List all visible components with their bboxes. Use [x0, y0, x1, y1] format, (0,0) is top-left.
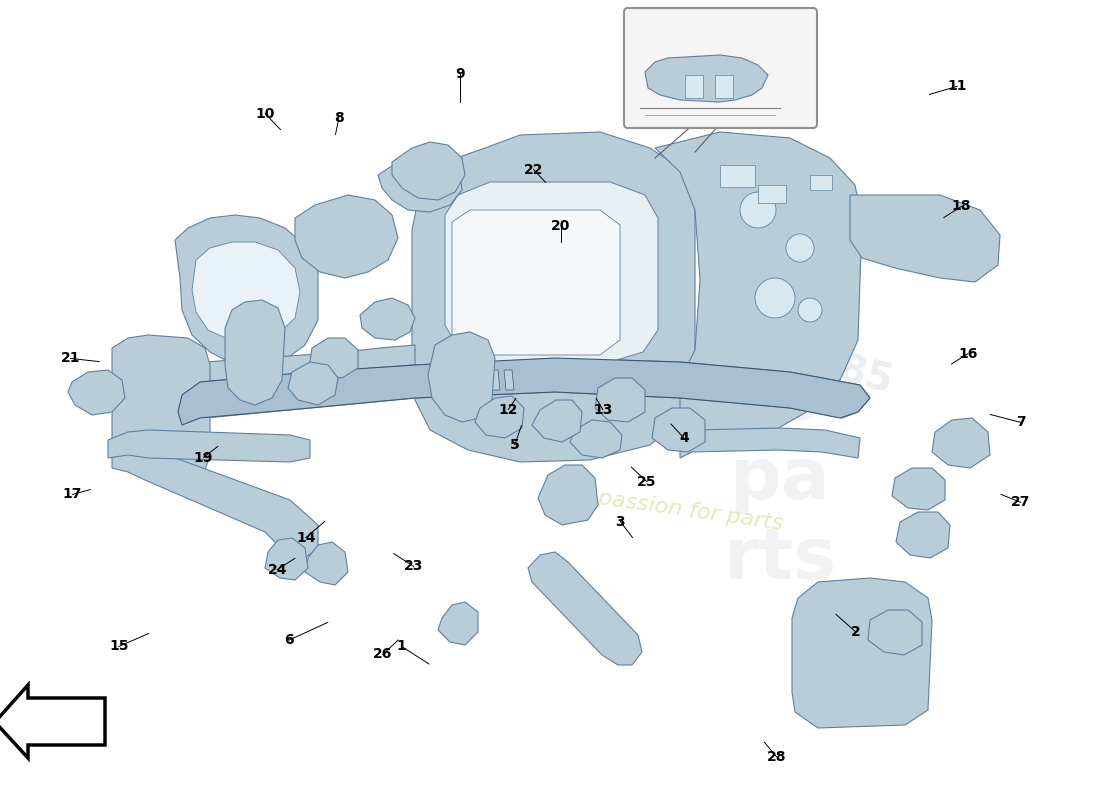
Text: 18: 18 [952, 199, 971, 214]
Polygon shape [810, 175, 832, 190]
Circle shape [798, 298, 822, 322]
Polygon shape [295, 195, 398, 278]
Polygon shape [892, 468, 945, 510]
Text: 14: 14 [296, 530, 316, 545]
Polygon shape [428, 332, 495, 422]
Polygon shape [685, 75, 703, 98]
Polygon shape [475, 396, 524, 438]
Text: 16: 16 [958, 346, 978, 361]
Polygon shape [715, 75, 733, 98]
Polygon shape [112, 335, 210, 478]
Text: 19: 19 [194, 450, 213, 465]
Polygon shape [112, 448, 318, 558]
Polygon shape [758, 185, 786, 203]
Polygon shape [438, 602, 478, 645]
Text: 25: 25 [637, 474, 657, 489]
Polygon shape [175, 215, 318, 368]
Polygon shape [192, 242, 300, 342]
Polygon shape [595, 378, 645, 422]
Polygon shape [178, 358, 870, 425]
Polygon shape [490, 370, 500, 390]
Text: eu
ro
pa
rts: eu ro pa rts [724, 286, 837, 594]
Polygon shape [265, 538, 308, 580]
Polygon shape [792, 578, 932, 728]
Polygon shape [68, 370, 125, 415]
Polygon shape [476, 370, 486, 390]
Polygon shape [680, 428, 860, 458]
Text: 28: 28 [767, 750, 786, 764]
Text: 12: 12 [498, 402, 518, 417]
Text: 9: 9 [455, 66, 464, 81]
Polygon shape [570, 420, 622, 458]
Polygon shape [0, 685, 104, 758]
Text: 5: 5 [510, 438, 519, 452]
Polygon shape [720, 165, 755, 187]
Circle shape [755, 278, 795, 318]
Text: 10: 10 [255, 106, 275, 121]
Polygon shape [378, 155, 462, 212]
Polygon shape [528, 552, 642, 665]
Text: 22: 22 [524, 162, 543, 177]
Polygon shape [896, 512, 950, 558]
Polygon shape [392, 142, 465, 200]
Text: 7: 7 [1016, 415, 1025, 430]
Polygon shape [412, 132, 695, 462]
Polygon shape [288, 362, 338, 405]
Circle shape [786, 234, 814, 262]
Text: 13: 13 [593, 402, 613, 417]
Text: 20: 20 [551, 218, 571, 233]
Text: 1: 1 [397, 639, 406, 654]
Polygon shape [652, 408, 705, 452]
Polygon shape [185, 345, 415, 395]
Polygon shape [446, 182, 658, 362]
Text: a passion for parts: a passion for parts [575, 486, 784, 534]
Text: 15: 15 [109, 639, 129, 654]
Text: 3: 3 [616, 514, 625, 529]
Text: 27: 27 [1011, 495, 1031, 510]
Polygon shape [532, 400, 582, 442]
Polygon shape [538, 465, 598, 525]
Polygon shape [868, 610, 922, 655]
Polygon shape [452, 210, 620, 355]
Polygon shape [360, 298, 415, 340]
Polygon shape [305, 542, 348, 585]
Polygon shape [226, 300, 285, 405]
Circle shape [740, 192, 776, 228]
Polygon shape [462, 370, 472, 390]
FancyBboxPatch shape [624, 8, 817, 128]
Polygon shape [654, 132, 862, 440]
Text: 21: 21 [60, 351, 80, 366]
Text: 2: 2 [851, 625, 860, 639]
Text: 23: 23 [404, 559, 424, 574]
Text: 24: 24 [267, 562, 287, 577]
Text: 1985: 1985 [783, 338, 898, 402]
Text: 17: 17 [63, 487, 82, 502]
Text: 8: 8 [334, 111, 343, 126]
Polygon shape [504, 370, 514, 390]
Text: 11: 11 [947, 79, 967, 94]
Polygon shape [310, 338, 358, 378]
Polygon shape [850, 195, 1000, 282]
Polygon shape [108, 430, 310, 462]
Polygon shape [180, 358, 870, 425]
Polygon shape [645, 55, 768, 102]
Text: 4: 4 [680, 431, 689, 446]
Text: 6: 6 [285, 633, 294, 647]
Text: 26: 26 [373, 647, 393, 662]
Polygon shape [932, 418, 990, 468]
